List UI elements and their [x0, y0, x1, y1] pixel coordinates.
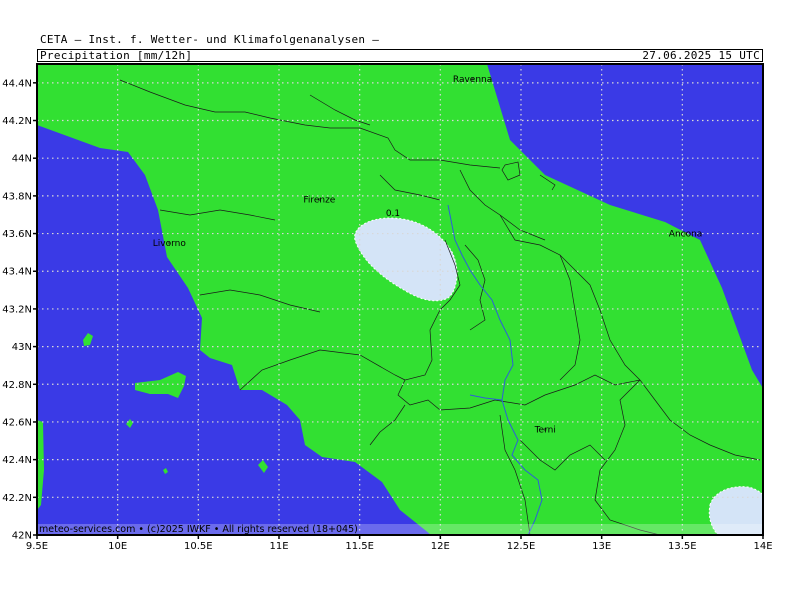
y-tick-label: 43N	[12, 342, 32, 353]
island-corsica-edge	[37, 420, 44, 510]
x-tick-label: 10E	[108, 541, 127, 552]
y-tick-label: 42.8N	[2, 380, 32, 391]
x-tick-label: 14E	[753, 541, 772, 552]
x-tick-label: 10.5E	[184, 541, 213, 552]
city-label: Terni	[534, 425, 556, 435]
city-marker	[317, 198, 321, 202]
city-marker	[471, 77, 475, 81]
x-tick-label: 11E	[269, 541, 288, 552]
credit-text: meteo-services.com • (c)2025 IWKF • All …	[39, 524, 358, 535]
y-tick-label: 42N	[12, 531, 32, 542]
city-marker	[167, 241, 171, 245]
y-tick-label: 43.4N	[2, 267, 32, 278]
city-labels: Ravenna Firenze Livorno Ancona Terni	[153, 75, 703, 435]
y-tick-label: 43.8N	[2, 191, 32, 202]
credit-strip	[37, 524, 763, 535]
valid-time-label: 27.06.2025 15 UTC	[642, 49, 760, 62]
y-tick-label: 44.2N	[2, 116, 32, 127]
city-label: Ancona	[669, 230, 703, 240]
region-borders	[119, 79, 761, 535]
y-tick-label: 43.6N	[2, 229, 32, 240]
city-marker	[684, 232, 688, 236]
x-tick-label: 9.5E	[26, 541, 48, 552]
header-title: CETA — Inst. f. Wetter- und Klimafolgena…	[40, 33, 380, 46]
x-tick-label: 13E	[592, 541, 611, 552]
y-tick-label: 44.4N	[2, 78, 32, 89]
y-tick-label: 44N	[12, 154, 32, 165]
variable-label: Precipitation [mm/12h]	[40, 49, 193, 62]
island-capraia	[83, 333, 93, 346]
x-tick-label: 12E	[431, 541, 450, 552]
rivers	[447, 204, 543, 535]
x-tick-label: 12.5E	[507, 541, 536, 552]
island-giglio	[258, 460, 268, 473]
city-label: Firenze	[303, 196, 335, 206]
axes: 9.5E 10E 10.5E 11E 11.5E 12E 12.5E 13E 13.5E 14E 4…	[2, 78, 772, 552]
island-pianosa	[126, 419, 133, 428]
island-elba	[135, 372, 186, 398]
island-montecristo	[163, 468, 168, 474]
city-marker	[543, 427, 547, 431]
contour-label: 0.1	[386, 209, 400, 219]
y-tick-label: 43.2N	[2, 304, 32, 315]
x-tick-label: 11.5E	[345, 541, 374, 552]
x-tick-label: 13.5E	[668, 541, 697, 552]
city-label: Livorno	[153, 239, 187, 249]
lat-lon-grid	[37, 64, 763, 535]
y-tick-label: 42.2N	[2, 493, 32, 504]
map-frame	[36, 63, 764, 536]
header-info-bar	[37, 49, 763, 62]
precip-area-southeast	[708, 486, 763, 535]
y-tick-label: 42.6N	[2, 417, 32, 428]
y-tick-label: 42.4N	[2, 455, 32, 466]
precip-area-0.1mm	[354, 217, 458, 302]
land-area	[37, 64, 763, 535]
city-label: Ravenna	[453, 75, 492, 85]
